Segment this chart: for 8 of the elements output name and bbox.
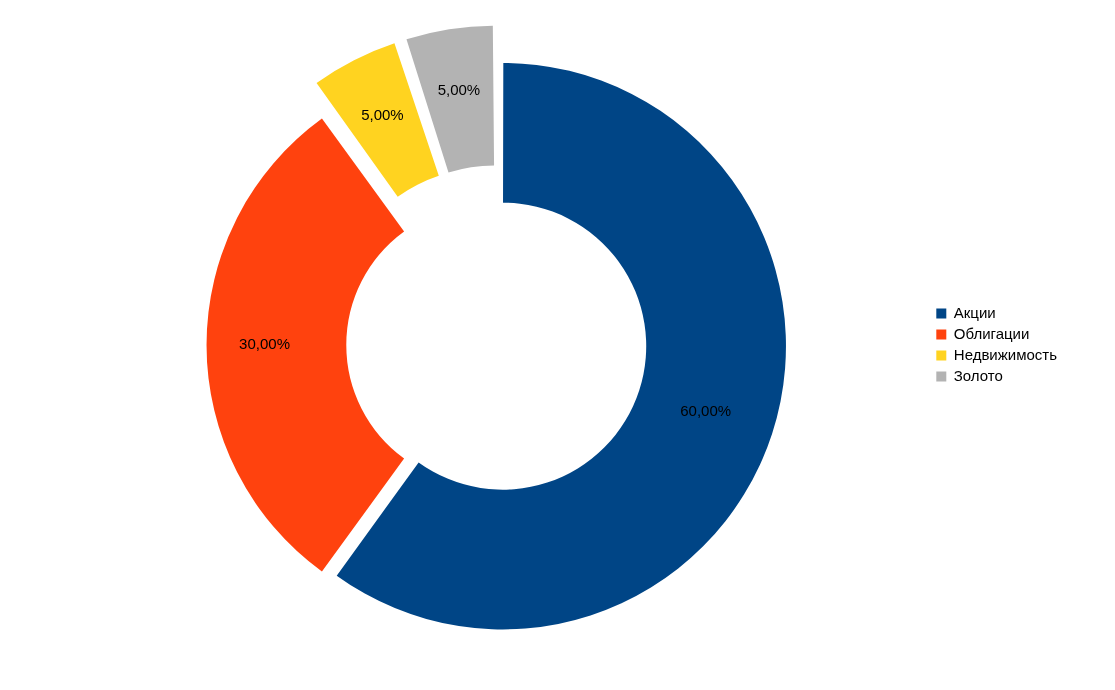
- legend-label: Облигации: [953, 324, 1030, 342]
- legend-label: Золото: [953, 366, 1003, 384]
- data-label: 30,00%: [239, 335, 290, 353]
- data-label: 5,00%: [437, 81, 481, 99]
- data-label: 60,00%: [680, 402, 732, 420]
- legend-label: Недвижимость: [953, 345, 1058, 363]
- data-label: 5,00%: [361, 106, 404, 124]
- legend-label: Акции: [953, 303, 996, 321]
